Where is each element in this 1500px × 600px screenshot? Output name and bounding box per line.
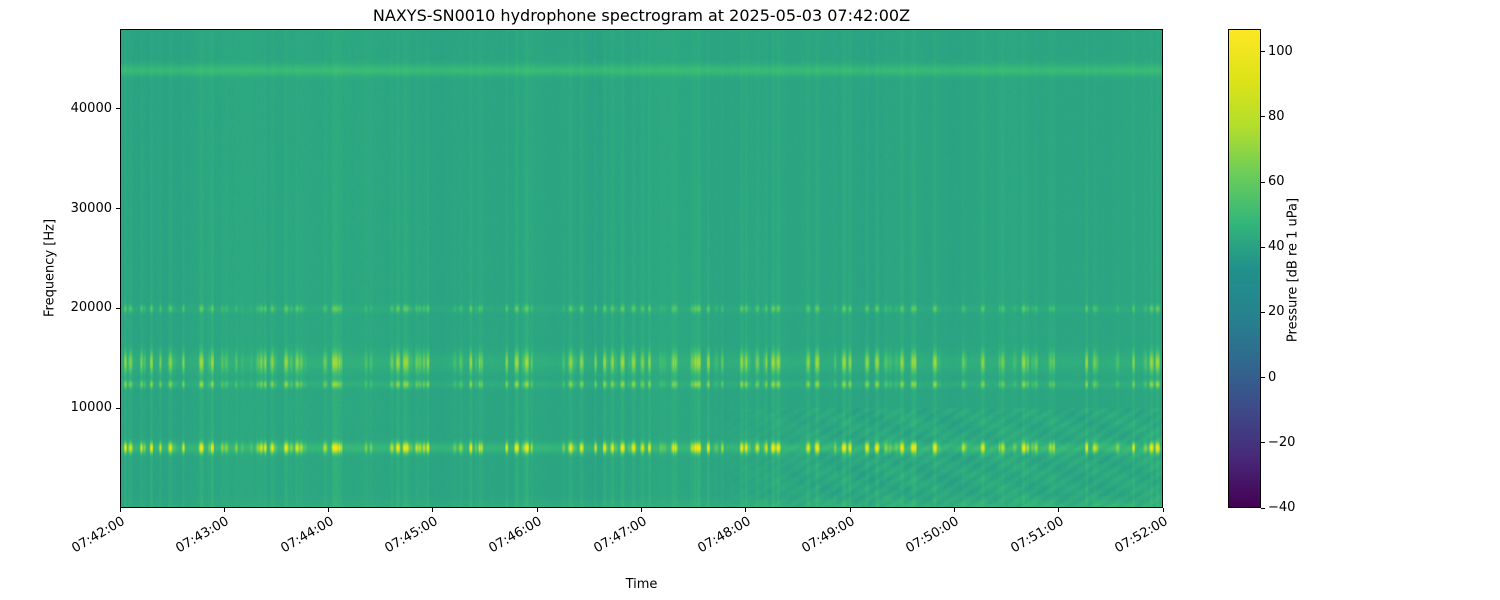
- x-tick-mark: [119, 508, 121, 512]
- colorbar-tick-label: 100: [1268, 43, 1293, 59]
- x-tick-mark: [641, 508, 642, 512]
- y-tick-label: 10000: [70, 400, 112, 416]
- colorbar-tick-label: 40: [1268, 239, 1285, 255]
- x-axis-label: Time: [625, 577, 658, 592]
- colorbar-label: Pressure [dB re 1 uPa]: [1285, 197, 1301, 343]
- x-tick-mark: [432, 508, 434, 512]
- colorbar-tick-mark: [1261, 507, 1265, 509]
- colorbar-tick-label: 0: [1268, 369, 1277, 385]
- colorbar-tick-mark: [1261, 377, 1265, 379]
- x-tick-mark: [745, 508, 747, 512]
- y-tick-mark: [116, 108, 120, 110]
- colorbar-tick-mark: [1261, 442, 1265, 444]
- colorbar-tick-mark: [1261, 116, 1265, 118]
- y-tick-mark: [116, 307, 120, 309]
- colorbar-tick-label: 20: [1268, 304, 1285, 320]
- y-tick-label: 30000: [70, 200, 112, 216]
- x-tick-mark: [223, 508, 225, 512]
- colorbar-tick-mark: [1261, 51, 1265, 53]
- y-tick-label: 20000: [70, 300, 112, 316]
- colorbar-tick-label: −20: [1268, 434, 1296, 450]
- x-tick-mark: [536, 508, 538, 512]
- plot-area: [120, 29, 1163, 508]
- colorbar-tick-label: 80: [1268, 108, 1285, 124]
- colorbar-tick-mark: [1261, 246, 1265, 248]
- y-tick-mark: [116, 407, 120, 409]
- y-tick-mark: [116, 208, 120, 210]
- y-tick-label: 40000: [70, 100, 112, 116]
- x-tick-mark: [953, 508, 955, 512]
- x-tick-mark: [1058, 508, 1060, 512]
- colorbar-canvas: [1229, 30, 1260, 507]
- spectrogram-canvas: [121, 30, 1162, 507]
- x-tick-mark: [1162, 508, 1164, 512]
- x-tick-mark: [328, 508, 330, 512]
- colorbar: [1228, 29, 1261, 508]
- chart-title: NAXYS-SN0010 hydrophone spectrogram at 2…: [372, 6, 911, 25]
- x-tick-mark: [849, 508, 851, 512]
- colorbar-tick-label: −40: [1268, 500, 1296, 515]
- colorbar-tick-mark: [1261, 311, 1265, 313]
- y-axis-label: Frequency [Hz]: [42, 218, 58, 318]
- colorbar-tick-mark: [1261, 181, 1265, 183]
- colorbar-tick-label: 60: [1268, 174, 1285, 190]
